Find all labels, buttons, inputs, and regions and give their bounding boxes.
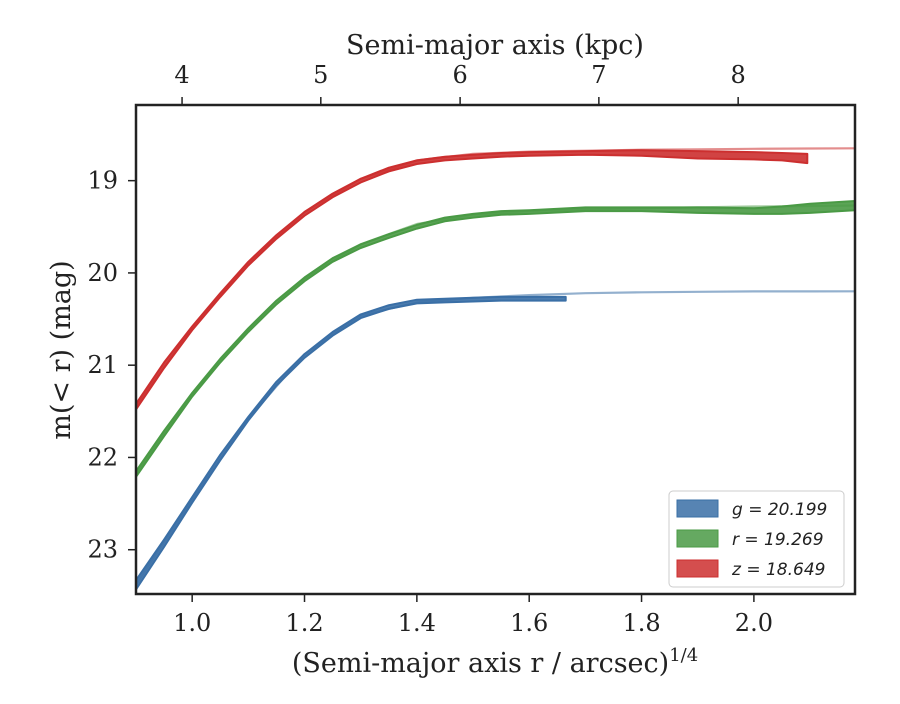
x-tick-label: 1.4	[398, 609, 436, 637]
x-tick-label: 1.6	[510, 609, 548, 637]
top-x-axis-label: Semi-major axis (kpc)	[346, 30, 644, 61]
top-x-tick-label: 5	[313, 61, 328, 89]
legend-label-r: r = 19.269	[732, 530, 824, 550]
y-tick-label: 22	[87, 443, 118, 471]
top-x-tick-label: 4	[174, 61, 189, 89]
series-layer	[136, 147, 855, 591]
x-axis-label-exponent: 1/4	[669, 645, 698, 666]
y-tick-label: 19	[87, 167, 118, 195]
x-tick-label: 1.0	[173, 609, 211, 637]
y-tick-label: 21	[87, 351, 118, 379]
plot-frame	[134, 103, 857, 596]
x-axis-label: (Semi-major axis r / arcsec)1/4	[292, 645, 698, 679]
legend-label-z: z = 18.649	[731, 560, 825, 580]
model-line-r	[136, 204, 855, 475]
x-axis-label-main: (Semi-major axis r / arcsec)	[292, 648, 669, 679]
legend-swatch-z	[676, 559, 719, 578]
top-x-tick-label: 7	[591, 61, 606, 89]
x-tick-label: 1.8	[622, 609, 660, 637]
axes-layer: 1.0 1.2 1.4 1.6 1.8 2.0 19 20 21 22 23 4 5 6 7 8	[87, 61, 773, 637]
top-x-tick-label: 8	[731, 61, 746, 89]
x-tick-label: 1.2	[285, 609, 323, 637]
error-band-z	[136, 149, 809, 411]
y-tick-label: 20	[87, 259, 118, 287]
top-x-tick-label: 6	[452, 61, 467, 89]
error-band-r	[136, 200, 855, 478]
legend-swatch-r	[676, 529, 719, 548]
y-tick-label: 23	[87, 536, 118, 564]
error-band-g	[136, 295, 567, 591]
x-tick-label: 2.0	[735, 609, 773, 637]
legend: g = 20.199 r = 19.269 z = 18.649	[668, 490, 845, 588]
legend-label-g: g = 20.199	[732, 500, 827, 520]
y-axis-label: m(< r) (mag)	[46, 260, 77, 439]
model-line-z	[136, 147, 855, 408]
legend-swatch-g	[676, 499, 719, 518]
